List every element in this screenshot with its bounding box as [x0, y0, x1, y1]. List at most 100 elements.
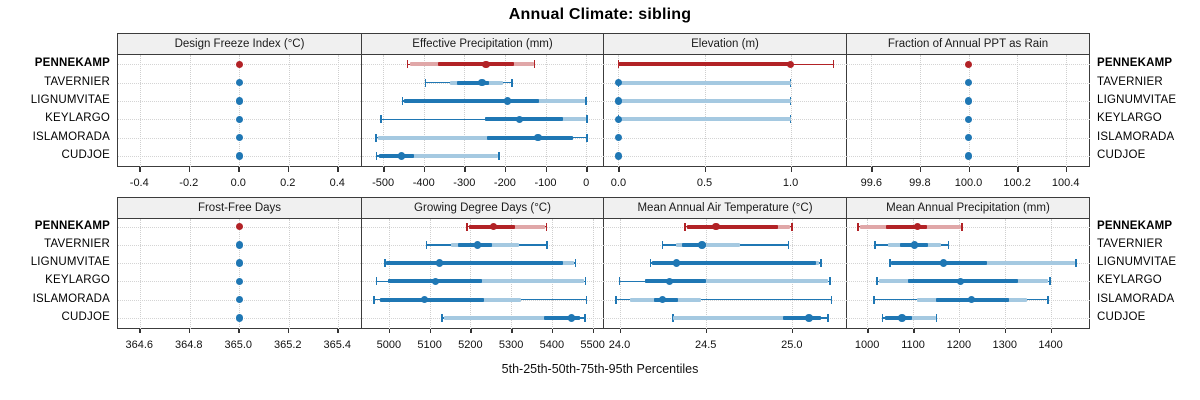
- panel-elevation-m: [604, 55, 847, 167]
- axis-tick: [1004, 328, 1007, 333]
- median-dot: [964, 152, 973, 160]
- axis-tick-label: 99.6: [860, 177, 883, 189]
- vertical-gridline: [705, 219, 707, 329]
- axis-tick: [867, 328, 869, 333]
- vertical-gridline: [511, 219, 513, 329]
- percentile-band-light: [676, 242, 741, 247]
- row-gridline: [847, 226, 1090, 228]
- axis-tick-label: 365.4: [323, 339, 352, 351]
- axis-tick-label: 0.0: [610, 177, 627, 189]
- vertical-gridline: [958, 219, 960, 329]
- vertical-gridline: [791, 219, 793, 329]
- panel-title: Effective Precipitation (mm): [412, 38, 553, 50]
- median-dot: [235, 277, 243, 286]
- percentile-band-light: [672, 316, 822, 320]
- median-dot: [665, 277, 674, 286]
- axis-tick: [504, 167, 507, 172]
- axis-tick-label: 1400: [1038, 339, 1063, 351]
- median-dot: [964, 60, 973, 69]
- axis-tick: [423, 167, 426, 172]
- axis-tick: [429, 328, 432, 333]
- axis-tick-label: -100: [534, 177, 557, 189]
- whisker-cap: [425, 240, 428, 249]
- site-label-lignumvitae: LIGNUMVITAE: [1097, 256, 1177, 269]
- axis-tick-label: 365.2: [273, 339, 302, 351]
- panel-header-frost-free-days: Frost-Free Days: [117, 197, 362, 219]
- whisker-cap: [584, 314, 586, 322]
- vertical-gridline: [423, 55, 425, 167]
- vertical-gridline: [586, 55, 588, 167]
- axis-tick: [1017, 167, 1019, 172]
- axis-tick-label: 0.4: [329, 177, 345, 189]
- vertical-gridline: [470, 219, 472, 329]
- axis-tick: [139, 167, 141, 172]
- whisker-cap: [876, 277, 878, 286]
- axis-tick: [383, 167, 385, 172]
- axis-tick: [188, 167, 191, 172]
- vertical-gridline: [239, 219, 241, 329]
- axis-tick: [388, 328, 391, 333]
- panel-header-growing-degree-days-c: Growing Degree Days (°C): [362, 197, 604, 219]
- axis-tick: [790, 167, 793, 172]
- percentile-band-dark: [379, 297, 485, 302]
- axis-tick-label: -0.4: [129, 177, 149, 189]
- median-dot: [431, 277, 440, 286]
- whisker-cap: [684, 222, 686, 231]
- median-dot: [614, 152, 623, 160]
- whisker-cap: [947, 240, 950, 249]
- percentile-band-dark: [652, 261, 816, 266]
- panel-header-mean-annual-air-temperature-c: Mean Annual Air Temperature (°C): [604, 197, 847, 219]
- axis-tick: [619, 328, 621, 333]
- percentile-band-dark: [404, 99, 540, 103]
- whisker-cap: [441, 314, 443, 322]
- axis-tick: [913, 328, 915, 333]
- site-label-lignumvitae: LIGNUMVITAE: [30, 94, 110, 106]
- vertical-gridline: [504, 55, 506, 167]
- axis-tick-label: 0.0: [230, 177, 246, 189]
- vertical-gridline: [140, 219, 142, 329]
- percentile-band-light: [378, 135, 573, 140]
- percentile-band-light: [618, 117, 791, 122]
- axis-tick: [337, 167, 339, 172]
- panel-title: Growing Degree Days (°C): [414, 202, 551, 214]
- axis-tick-label: 1000: [854, 339, 880, 351]
- row-gridline: [604, 156, 847, 158]
- whisker-cap: [649, 259, 652, 268]
- median-dot: [956, 277, 965, 286]
- axis-tick: [545, 167, 548, 172]
- vertical-gridline: [619, 219, 621, 329]
- axis-tick-label: -200: [493, 177, 516, 189]
- panel-mean-annual-air-temperature-c: [604, 219, 847, 329]
- whisker-cap: [375, 152, 378, 161]
- median-dot: [964, 115, 973, 124]
- percentile-band-dark: [386, 261, 564, 266]
- percentile-band-light: [618, 99, 791, 103]
- axis-tick: [238, 328, 240, 333]
- panel-growing-degree-days-c: [362, 219, 604, 329]
- whisker-cap: [874, 240, 876, 249]
- axis-tick: [470, 328, 472, 333]
- vertical-gridline: [545, 55, 547, 167]
- panel-header-elevation-m: Elevation (m): [604, 33, 847, 55]
- axis-tick: [337, 328, 339, 333]
- axis-tick: [139, 328, 141, 333]
- vertical-gridline: [618, 55, 620, 167]
- site-label-cudjoe: CUDJOE: [61, 149, 110, 162]
- percentile-band-light: [444, 316, 580, 320]
- site-label-keylargo: KEYLARGO: [45, 112, 110, 125]
- axis-tick-label: 0.5: [696, 177, 713, 189]
- vertical-gridline: [338, 219, 340, 329]
- axis-tick-label: 1200: [946, 339, 972, 351]
- whisker-cap: [401, 97, 404, 105]
- whisker-cap: [586, 115, 588, 124]
- site-label-tavernier: TAVERNIER: [1097, 75, 1163, 88]
- axis-tick-label: 24.5: [694, 339, 717, 351]
- panel-effective-precipitation-mm: [362, 55, 604, 167]
- site-label-tavernier: TAVERNIER: [44, 237, 110, 250]
- vertical-gridline: [239, 55, 241, 167]
- vertical-gridline: [704, 55, 706, 167]
- panel-title: Fraction of Annual PPT as Rain: [887, 38, 1049, 50]
- site-label-pennekamp: PENNEKAMP: [1097, 219, 1173, 232]
- median-dot: [964, 133, 973, 142]
